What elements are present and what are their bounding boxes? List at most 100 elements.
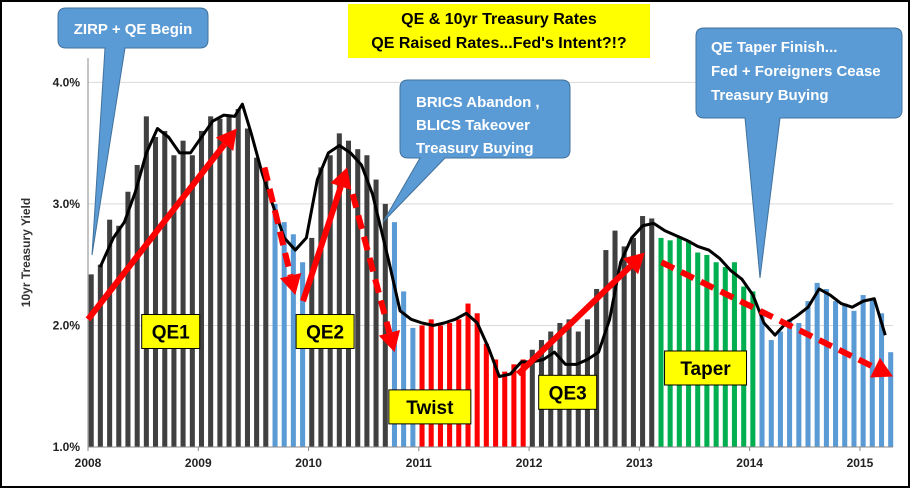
callout-brics-shape [382,79,571,223]
bar [327,155,333,447]
bar [226,116,232,447]
callout-brics-line-2: BLICS Takeover [416,117,530,134]
bar [125,191,131,447]
bar [695,252,701,447]
bar [777,331,783,447]
bar [768,340,774,447]
bar [493,359,499,447]
period-label-box [295,314,355,350]
chart-title-line-1: QE & 10yr Treasury Rates [401,11,597,28]
bar [428,319,434,447]
bar [401,291,407,447]
period-label-box [388,389,472,425]
bar [796,323,802,447]
x-tick-label: 2013 [626,456,653,470]
callout-taper-line-2: Fed + Foreigners Cease [711,63,881,80]
callout-taper-line-1: QE Taper Finish... [711,39,837,56]
chart-title-line-2: QE Raised Rates...Fed's Intent?!? [371,35,626,52]
bar [842,303,848,447]
bar [805,301,811,447]
bar [364,155,370,447]
bar [437,325,443,447]
y-axis-label: 10yr Treasury Yield [19,198,33,307]
bar [171,155,177,447]
callout-zirp: ZIRP + QE Begin [57,7,209,256]
period-label: QE2 [306,323,344,344]
callout-taper-shape [695,27,903,279]
x-tick-label: 2008 [75,456,102,470]
bar [290,234,296,447]
trend-arrow-head [330,167,352,190]
trend-arrow-head [215,128,237,152]
bar [447,323,453,447]
period-label: QE1 [152,323,190,344]
bar [162,130,168,447]
bar [630,237,636,447]
bar [474,313,480,447]
bar [823,288,829,447]
bar [116,225,122,447]
bar [640,216,646,447]
y-tick-label: 3.0% [53,197,81,211]
bar [621,246,627,447]
axes: 1.0% 2.0% 3.0% 4.0% 2008 2009 2010 2011 2012 2013… [53,58,893,470]
callout-brics: BRICS Abandon , BLICS Takeover Treasury … [382,79,571,223]
period-label: Taper [680,359,731,380]
bar [373,179,379,447]
trend-arrow-head [279,273,302,296]
period-label-box [538,374,598,410]
bar [456,319,462,447]
x-tick-label: 2010 [295,456,322,470]
period-label-box [141,314,201,350]
bar [152,137,159,447]
trend-arrows [85,128,893,378]
trend-arrow-shaft [515,264,633,377]
bar [833,301,839,447]
bar [759,313,765,447]
bar [410,327,416,447]
bar [217,118,223,447]
bar [318,167,324,447]
bar [143,116,149,447]
bar [465,303,471,447]
callout-zirp-shape [57,7,209,256]
bar [879,313,885,447]
trend-arrow-shaft [261,166,294,277]
y-tick-label: 4.0% [53,75,81,89]
callout-taper: QE Taper Finish... Fed + Foreigners Ceas… [695,27,903,279]
bar [88,274,94,447]
trend-arrow-head [622,252,645,275]
trend-arrow-head [870,357,893,378]
callout-zirp-text: ZIRP + QE Begin [74,21,193,38]
bar-series [88,109,894,448]
x-tick-label: 2014 [736,456,763,470]
bar [869,298,875,447]
bar [649,218,655,447]
bar [888,352,894,447]
period-label: Twist [406,398,454,419]
bar [107,219,113,447]
bar [612,230,618,447]
bar [244,128,251,447]
bar [336,133,342,447]
x-tick-label: 2009 [185,456,212,470]
x-tick-label: 2012 [516,456,543,470]
bar [851,310,857,447]
bar [667,240,673,447]
bar [300,262,306,447]
bar [529,349,535,447]
bar [97,264,103,447]
bar [189,155,195,447]
x-tick-label: 2011 [406,456,432,470]
y-tick-label: 1.0% [53,440,81,454]
period-label: QE3 [549,383,587,404]
bar [520,359,526,447]
bar [860,295,866,447]
trend-arrow-head [378,330,401,353]
x-tick-label: 2015 [847,456,874,470]
chart-title-box: QE & 10yr Treasury Rates QE Raised Rates… [348,4,650,58]
bar [511,364,517,447]
bar [594,288,600,447]
bar [686,240,692,447]
